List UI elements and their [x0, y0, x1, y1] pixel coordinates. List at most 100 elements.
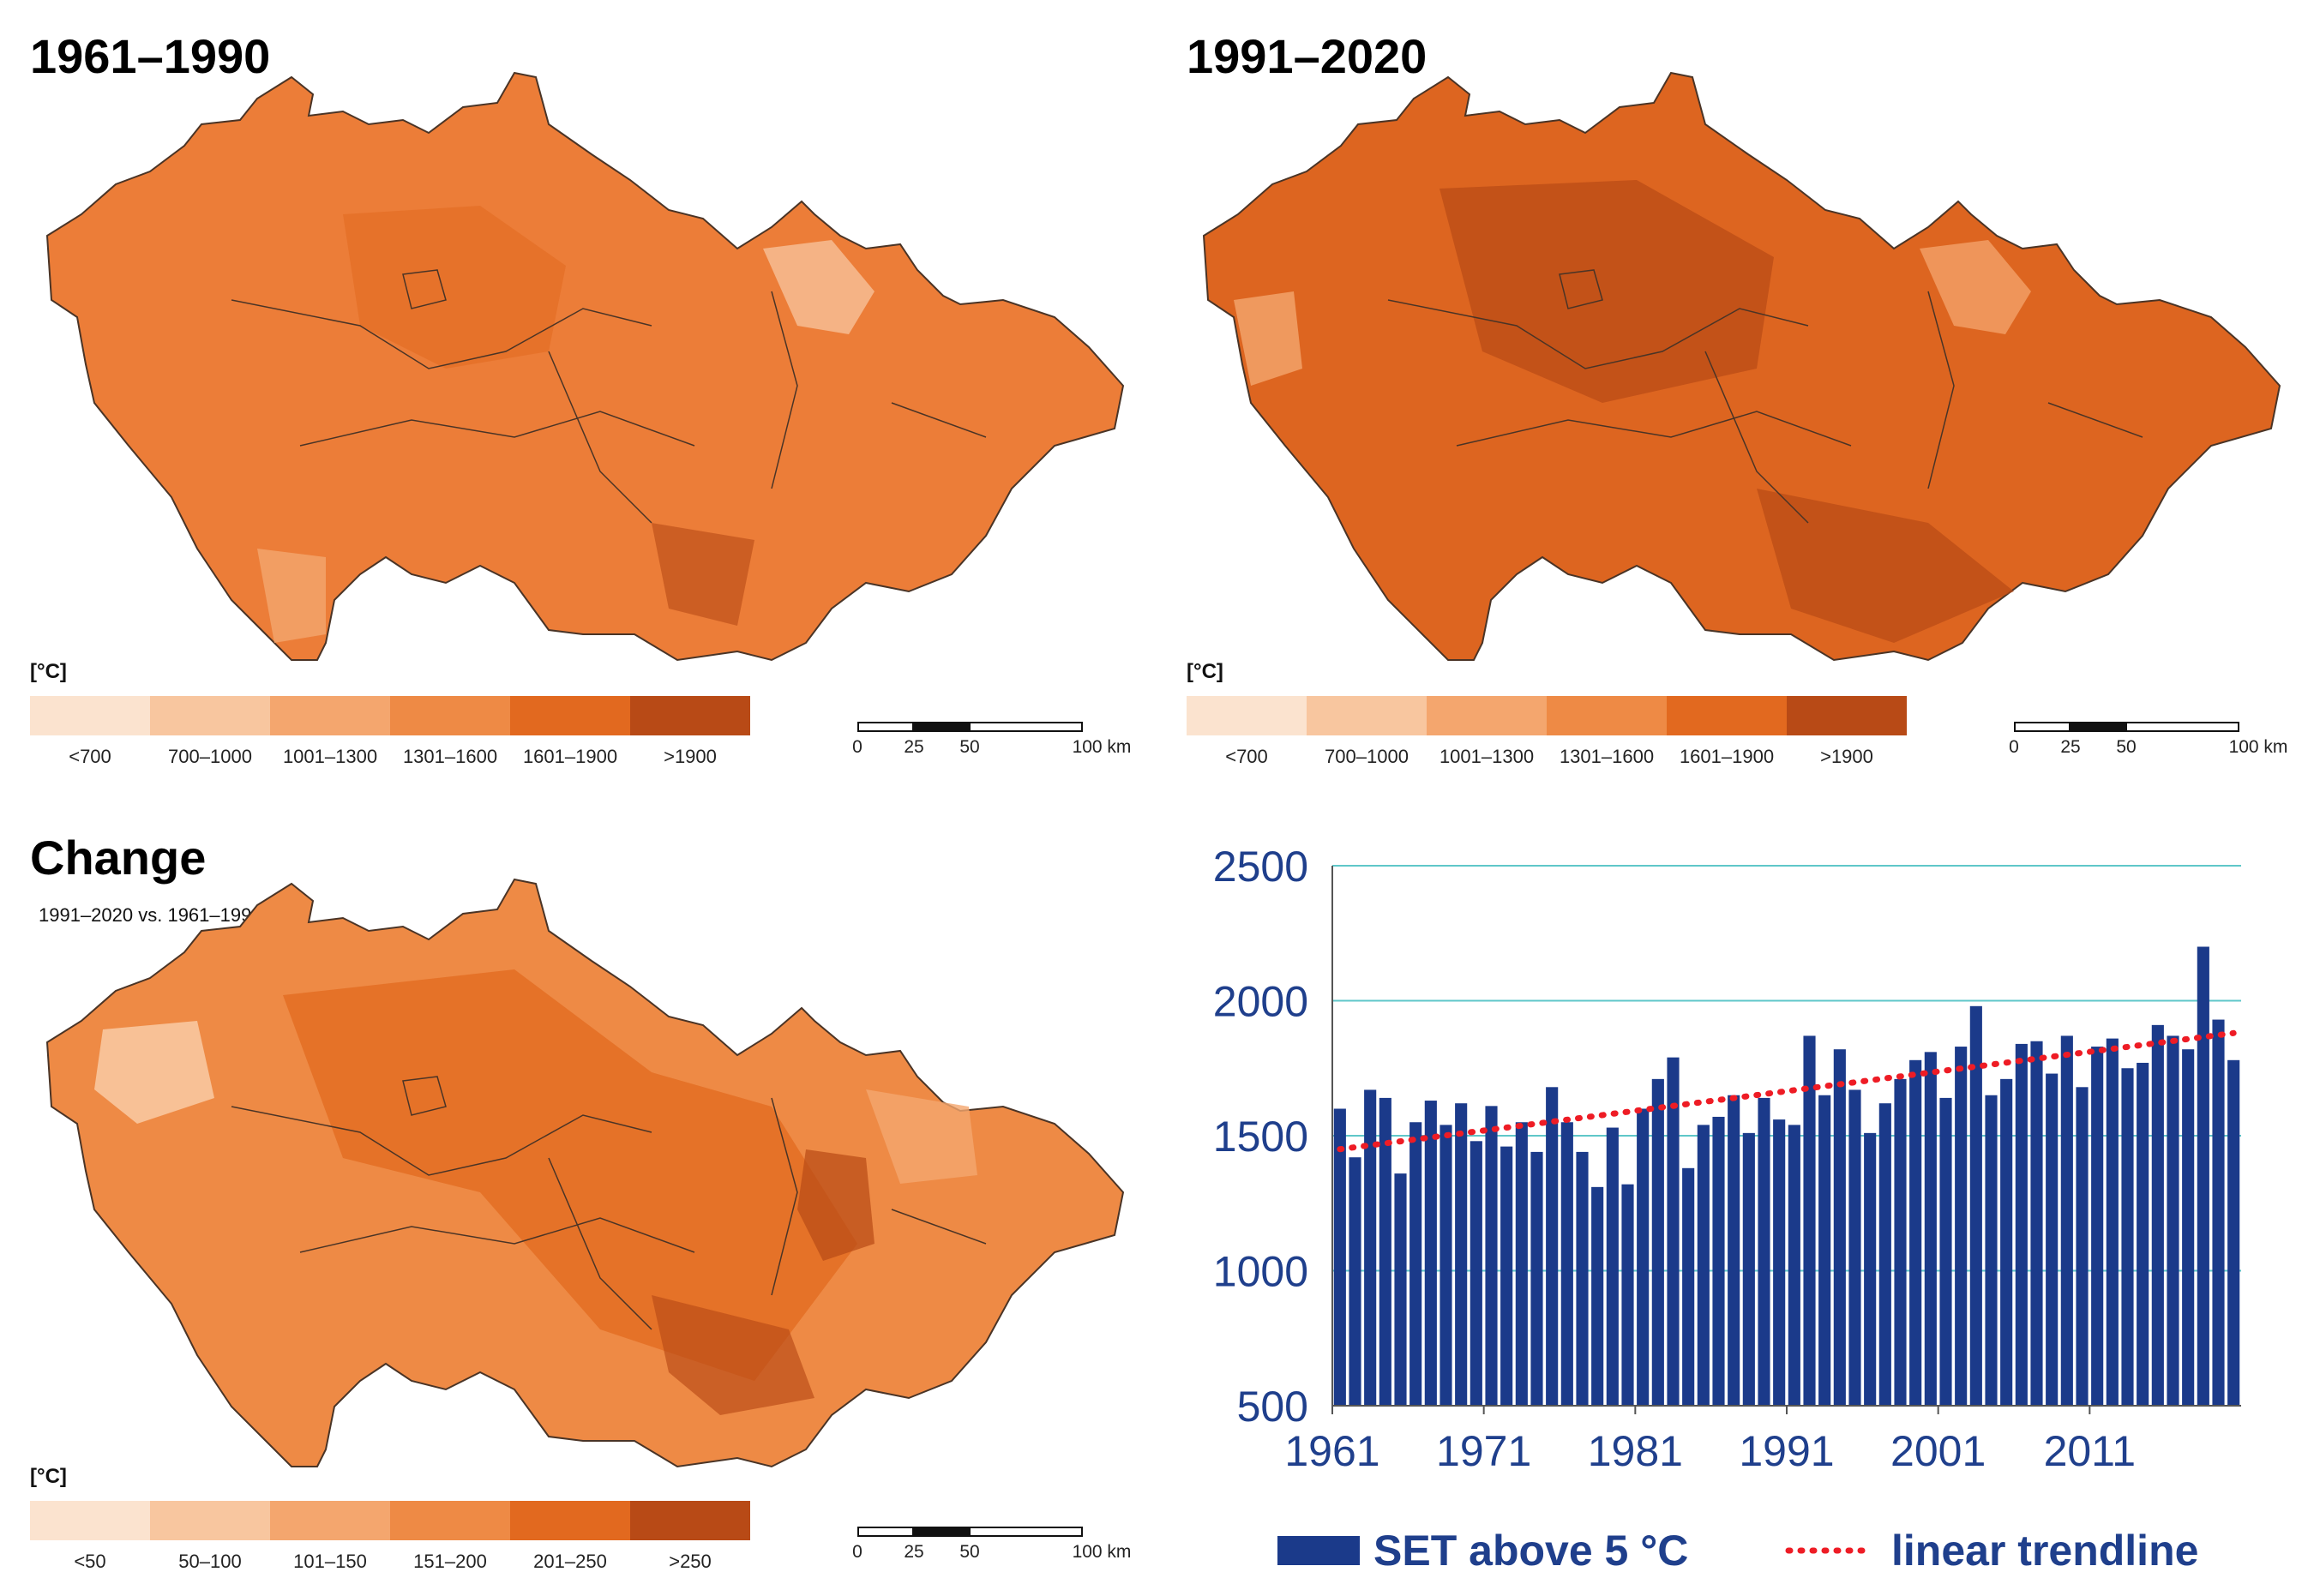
legend-label: 50–100	[178, 1551, 242, 1572]
bar-2000	[1924, 1052, 1937, 1406]
map-panel-change: Change 1991–2020 vs. 1961–1990 [°C] <50 …	[0, 798, 1157, 1596]
legend-swatch	[1667, 696, 1787, 735]
bar-2005	[2000, 1078, 2013, 1406]
bar-2016	[2167, 1035, 2179, 1406]
scale-tick: 50	[959, 1542, 980, 1562]
bar-1962	[1349, 1157, 1361, 1406]
region-dark-patch	[1439, 180, 1774, 403]
grid-lines	[1332, 865, 2241, 1407]
bar-1964	[1379, 1097, 1391, 1406]
bar-1987	[1728, 1095, 1740, 1406]
bar-1989	[1758, 1097, 1770, 1406]
bar-legend-swatch	[1277, 1536, 1360, 1565]
legend-bar	[1187, 696, 1907, 735]
legend-swatch	[390, 696, 510, 735]
legend-label: >250	[669, 1551, 712, 1572]
bar-1992	[1803, 1035, 1816, 1406]
bar-1985	[1697, 1125, 1710, 1406]
bar-1991	[1788, 1125, 1800, 1406]
bar-1999	[1909, 1059, 1922, 1406]
bar-1993	[1818, 1095, 1831, 1406]
legend-label: 700–1000	[168, 746, 252, 767]
x-tick-label: 1981	[1588, 1427, 1683, 1475]
bar-1966	[1409, 1122, 1422, 1406]
bar-1967	[1424, 1101, 1437, 1406]
bars	[1333, 946, 2240, 1406]
region-borders	[1387, 269, 2143, 524]
bar-1968	[1439, 1125, 1452, 1406]
region-light-patch-east	[866, 1089, 977, 1184]
map-panel-1991-2020: 1991–2020 [°C] <700 700–1000 1001–1300 1…	[1157, 0, 2314, 797]
bar-legend-label: SET above 5 °C	[1373, 1527, 1689, 1575]
legend-swatch	[1187, 696, 1307, 735]
legend-swatch	[30, 696, 150, 735]
legend-labels: <700 700–1000 1001–1300 1301–1600 1601–1…	[30, 746, 750, 768]
bar-1997	[1878, 1103, 1891, 1406]
bar-1980	[1621, 1184, 1634, 1406]
bar-2019	[2212, 1019, 2225, 1406]
czech-map-1991-2020	[1202, 71, 2281, 662]
legend-label: 201–250	[533, 1551, 607, 1572]
legend-swatch	[630, 1501, 750, 1540]
legend-swatch	[510, 696, 630, 735]
chart-legend-bar: SET above 5 °C	[1277, 1526, 1688, 1575]
bar-2013	[2121, 1068, 2134, 1406]
legend-labels: <50 50–100 101–150 151–200 201–250 >250	[30, 1551, 750, 1573]
scale-tick: 0	[852, 1542, 862, 1562]
region-dark-patch	[343, 206, 566, 369]
bar-2007	[2030, 1041, 2043, 1406]
legend-swatch	[150, 1501, 270, 1540]
scale-tick: 25	[904, 1542, 924, 1562]
bar-2014	[2137, 1062, 2149, 1406]
bar-1965	[1394, 1173, 1407, 1406]
region-borders	[231, 269, 987, 524]
bar-1978	[1591, 1186, 1604, 1406]
bar-1990	[1773, 1119, 1786, 1406]
bar-1986	[1712, 1116, 1725, 1406]
legend-unit: [°C]	[30, 1465, 67, 1488]
scale-bar: 0 25 50 100 km	[2009, 722, 2305, 765]
legend-labels: <700 700–1000 1001–1300 1301–1600 1601–1…	[1187, 746, 1907, 768]
legend-label: <700	[1225, 746, 1268, 767]
bar-1977	[1576, 1151, 1589, 1406]
bar-1998	[1894, 1078, 1907, 1406]
scale-bar: 0 25 50 100 km	[852, 1527, 1149, 1569]
legend-label: 1601–1900	[522, 746, 618, 767]
region-light-patch	[94, 1021, 214, 1124]
bar-1975	[1546, 1087, 1559, 1406]
scale-tick: 25	[904, 737, 924, 757]
legend-swatch	[510, 1501, 630, 1540]
map-panel-1961-1990: 1961–1990 [°C] <700 700–1000 1001–1300 1…	[0, 0, 1157, 797]
bar-2009	[2060, 1035, 2073, 1406]
bar-1983	[1667, 1057, 1680, 1406]
trend-legend-label: linear trendline	[1891, 1527, 2199, 1575]
scale-tick: 25	[2060, 737, 2081, 757]
scale-tick: 50	[959, 737, 980, 757]
trend-legend-swatch	[1785, 1547, 1876, 1554]
scale-bar: 0 25 50 100 km	[852, 722, 1149, 765]
bar-2002	[1955, 1047, 1968, 1406]
bar-1971	[1485, 1106, 1498, 1406]
bar-1973	[1515, 1122, 1528, 1406]
legend-label: 1001–1300	[282, 746, 378, 767]
legend-label: 700–1000	[1325, 746, 1409, 767]
bar-1984	[1682, 1167, 1695, 1406]
scale-tick: 100 km	[2228, 737, 2288, 757]
bar-1982	[1651, 1078, 1664, 1406]
bar-2018	[2197, 946, 2209, 1406]
legend-label: <50	[74, 1551, 106, 1572]
bar-2004	[1985, 1095, 1998, 1406]
legend-swatch	[630, 696, 750, 735]
y-tick-label: 2000	[1213, 978, 1308, 1026]
panel-subtitle: 1991–2020 vs. 1961–1990	[39, 904, 262, 926]
bar-2010	[2076, 1087, 2089, 1406]
region-dark-patch-south	[1757, 489, 2014, 643]
region-dark-patch	[652, 1295, 814, 1415]
legend-swatch	[1547, 696, 1667, 735]
x-tick-label: 2001	[1890, 1427, 1986, 1475]
scale-tick: 50	[2116, 737, 2137, 757]
legend-label: 151–200	[413, 1551, 487, 1572]
panel-title: 1991–2020	[1187, 29, 1427, 83]
region-borders	[231, 1076, 987, 1330]
